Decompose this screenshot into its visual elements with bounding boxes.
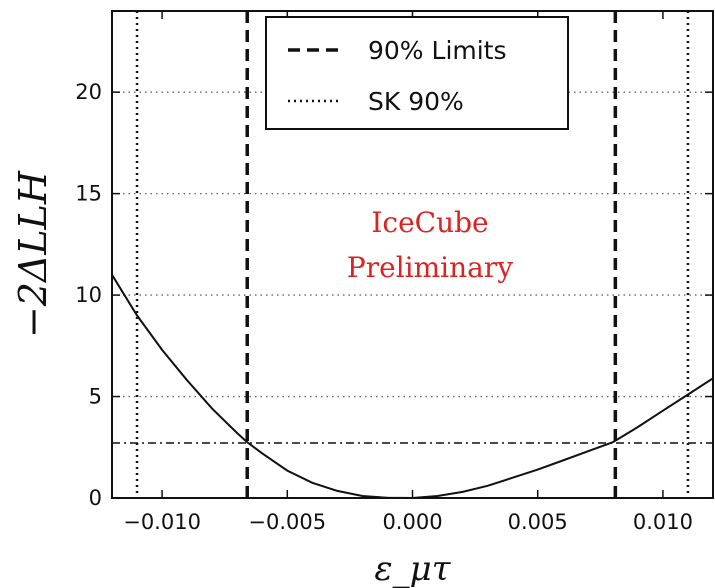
x-axis-label: ε_μτ (374, 549, 451, 588)
y-tick-label: 10 (75, 283, 102, 307)
y-tick-label: 0 (89, 486, 102, 510)
likelihood-curve (111, 274, 714, 500)
likelihood-curve-layer (111, 274, 714, 500)
legend-label: SK 90% (368, 87, 464, 116)
y-tick-label: 20 (75, 80, 102, 104)
x-tick-label: 0.000 (382, 510, 442, 534)
x-tick-label: 0.010 (633, 510, 693, 534)
legend-box (265, 16, 569, 130)
legend: 90% Limits SK 90% (265, 16, 569, 130)
x-tick-label: 0.005 (508, 510, 568, 534)
y-tick-label: 5 (89, 385, 102, 409)
y-tick-label: 15 (75, 182, 102, 206)
x-tick-label: −0.005 (248, 510, 326, 534)
annotation-text: IceCube (371, 206, 488, 239)
legend-label: 90% Limits (368, 36, 507, 65)
x-tick-label: −0.010 (123, 510, 201, 534)
grid-lines (112, 91, 713, 398)
annotation-text: Preliminary (347, 251, 513, 284)
axis-ticks: −0.010 −0.005 0.000 0.005 0.010 0 5 10 15 20 (75, 11, 713, 534)
reference-lines (112, 11, 713, 498)
annotation: IceCube Preliminary (347, 206, 513, 284)
y-axis-label: −2ΔLLH (11, 170, 55, 338)
